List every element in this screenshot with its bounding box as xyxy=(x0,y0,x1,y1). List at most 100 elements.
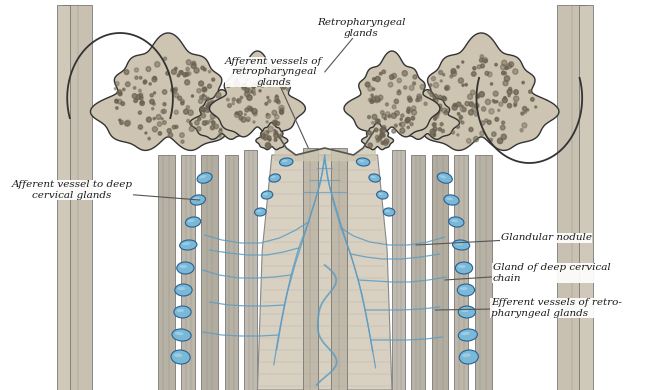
Polygon shape xyxy=(344,51,440,137)
Circle shape xyxy=(439,71,443,74)
Circle shape xyxy=(139,96,143,100)
Circle shape xyxy=(274,120,277,123)
Circle shape xyxy=(394,99,398,104)
Circle shape xyxy=(380,128,383,132)
Circle shape xyxy=(444,111,448,115)
Ellipse shape xyxy=(356,158,370,166)
Circle shape xyxy=(220,103,223,106)
Circle shape xyxy=(430,93,434,96)
Circle shape xyxy=(432,106,436,109)
Circle shape xyxy=(408,98,412,102)
Circle shape xyxy=(195,121,199,125)
Circle shape xyxy=(219,129,222,133)
Text: Gland of deep cervical
chain: Gland of deep cervical chain xyxy=(445,263,610,283)
Circle shape xyxy=(179,133,185,138)
Circle shape xyxy=(482,58,488,63)
Circle shape xyxy=(367,115,370,119)
Circle shape xyxy=(502,98,508,103)
Ellipse shape xyxy=(200,175,206,178)
Circle shape xyxy=(239,116,242,120)
Circle shape xyxy=(426,102,430,105)
Circle shape xyxy=(382,134,385,137)
Bar xyxy=(225,155,238,390)
Circle shape xyxy=(417,107,421,112)
Circle shape xyxy=(520,129,523,132)
Circle shape xyxy=(458,113,460,115)
Circle shape xyxy=(467,138,471,143)
Circle shape xyxy=(480,64,484,68)
Circle shape xyxy=(474,112,478,116)
Circle shape xyxy=(218,112,222,116)
Circle shape xyxy=(162,90,167,94)
Circle shape xyxy=(419,120,422,124)
Circle shape xyxy=(202,113,205,118)
Bar xyxy=(244,150,257,390)
Circle shape xyxy=(216,105,220,108)
Circle shape xyxy=(434,117,437,120)
Circle shape xyxy=(212,121,215,125)
Polygon shape xyxy=(361,122,393,150)
Circle shape xyxy=(378,95,383,100)
Circle shape xyxy=(187,60,191,65)
Circle shape xyxy=(493,91,498,96)
Circle shape xyxy=(473,67,476,70)
Circle shape xyxy=(500,65,506,70)
Circle shape xyxy=(123,88,125,91)
Circle shape xyxy=(188,72,191,75)
Circle shape xyxy=(203,110,205,112)
Circle shape xyxy=(146,67,151,71)
Text: Efferent vessels of retro-
pharyngeal glands: Efferent vessels of retro- pharyngeal gl… xyxy=(435,298,622,318)
Circle shape xyxy=(177,74,180,77)
Circle shape xyxy=(423,106,428,110)
Circle shape xyxy=(252,108,257,114)
Circle shape xyxy=(117,90,122,94)
Circle shape xyxy=(181,140,184,143)
Circle shape xyxy=(430,131,436,136)
Circle shape xyxy=(392,129,396,133)
Circle shape xyxy=(146,117,151,122)
Circle shape xyxy=(161,110,164,113)
Circle shape xyxy=(218,134,221,137)
Circle shape xyxy=(389,75,394,80)
Circle shape xyxy=(150,94,153,97)
Circle shape xyxy=(282,85,286,89)
Circle shape xyxy=(179,71,183,75)
Circle shape xyxy=(267,136,271,140)
Circle shape xyxy=(166,71,169,75)
Circle shape xyxy=(172,69,176,74)
Ellipse shape xyxy=(437,173,452,183)
Circle shape xyxy=(124,121,129,126)
Ellipse shape xyxy=(439,175,446,178)
Circle shape xyxy=(411,110,413,112)
Circle shape xyxy=(274,99,276,102)
Circle shape xyxy=(514,90,518,94)
Circle shape xyxy=(514,104,516,107)
Circle shape xyxy=(248,106,253,111)
Circle shape xyxy=(433,122,437,126)
Circle shape xyxy=(523,106,526,111)
Circle shape xyxy=(433,94,438,99)
Circle shape xyxy=(502,121,504,124)
Circle shape xyxy=(218,104,222,107)
Circle shape xyxy=(135,76,138,79)
Bar xyxy=(157,155,175,390)
Circle shape xyxy=(162,109,166,113)
Circle shape xyxy=(401,114,404,117)
Circle shape xyxy=(408,108,413,113)
Circle shape xyxy=(181,99,184,103)
Ellipse shape xyxy=(457,284,474,296)
Circle shape xyxy=(140,101,144,104)
Text: Afferent vessel to deep
cervical glands: Afferent vessel to deep cervical glands xyxy=(12,180,200,200)
Circle shape xyxy=(442,108,447,113)
Circle shape xyxy=(392,105,396,109)
Circle shape xyxy=(175,67,177,70)
Circle shape xyxy=(457,66,459,68)
Circle shape xyxy=(413,82,415,85)
Circle shape xyxy=(411,116,415,120)
Circle shape xyxy=(504,76,510,81)
Circle shape xyxy=(417,94,422,99)
Circle shape xyxy=(162,121,166,124)
Circle shape xyxy=(375,96,377,98)
Circle shape xyxy=(212,78,214,81)
Ellipse shape xyxy=(179,265,187,268)
